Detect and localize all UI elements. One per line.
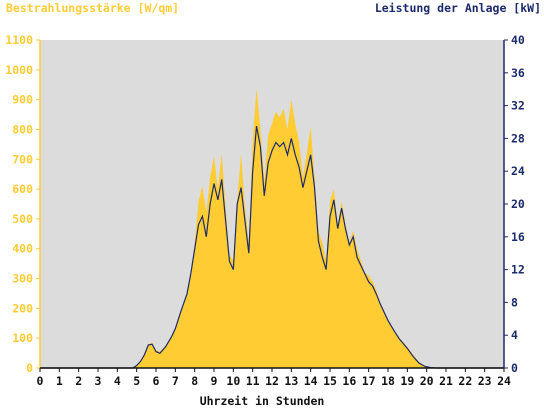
- x-tick-label: 15: [323, 374, 337, 388]
- x-tick-label: 10: [226, 374, 240, 388]
- x-ticks: 0 1 2 3 4 5 6 7 8 9 10 11 12 13 14 15 16 17 18 19 20 21 22 23 24: [37, 368, 511, 388]
- right-tick-label: 12: [511, 263, 525, 277]
- x-tick-label: 21: [439, 374, 453, 388]
- right-tick-label: 36: [511, 66, 525, 80]
- left-tick-label: 800: [12, 122, 33, 136]
- x-tick-label: 4: [114, 374, 121, 388]
- left-tick-label: 600: [12, 182, 33, 196]
- x-tick-label: 6: [153, 374, 160, 388]
- x-tick-label: 11: [246, 374, 260, 388]
- x-tick-label: 12: [265, 374, 279, 388]
- right-axis-title: Leistung der Anlage [kW]: [375, 1, 541, 15]
- irradiance-area-series: [40, 87, 504, 369]
- left-tick-label: 200: [12, 301, 33, 315]
- x-tick-label: 7: [172, 374, 179, 388]
- x-tick-label: 20: [420, 374, 434, 388]
- left-tick-label: 1000: [5, 63, 33, 77]
- left-tick-label: 500: [12, 212, 33, 226]
- left-y-ticks: 0 100 200 300 400 500 600 700 800 900 1000 1100: [5, 33, 40, 375]
- right-tick-label: 32: [511, 99, 525, 113]
- x-tick-label: 22: [458, 374, 472, 388]
- right-tick-label: 8: [511, 295, 518, 309]
- right-y-ticks: 0 4 8 12 16 20 24 28 32 36 40: [504, 33, 525, 375]
- x-tick-label: 23: [478, 374, 492, 388]
- x-tick-label: 0: [37, 374, 44, 388]
- right-tick-label: 24: [511, 164, 525, 178]
- left-tick-label: 300: [12, 272, 33, 286]
- power-line-series: [40, 125, 504, 369]
- x-tick-label: 17: [362, 374, 376, 388]
- x-tick-label: 2: [75, 374, 82, 388]
- left-tick-label: 700: [12, 152, 33, 166]
- x-tick-label: 5: [133, 374, 140, 388]
- x-tick-label: 3: [95, 374, 102, 388]
- x-tick-label: 1: [56, 374, 63, 388]
- right-tick-label: 0: [511, 361, 518, 375]
- right-tick-label: 20: [511, 197, 525, 211]
- x-tick-label: 8: [191, 374, 198, 388]
- right-tick-label: 4: [511, 328, 518, 342]
- x-tick-label: 9: [211, 374, 218, 388]
- right-tick-label: 16: [511, 230, 525, 244]
- x-tick-label: 24: [497, 374, 511, 388]
- x-tick-label: 13: [284, 374, 298, 388]
- left-tick-label: 900: [12, 93, 33, 107]
- left-tick-label: 1100: [5, 33, 33, 47]
- x-tick-label: 16: [342, 374, 356, 388]
- left-axis-title: Bestrahlungsstärke [W/qm]: [6, 1, 179, 15]
- left-tick-label: 400: [12, 242, 33, 256]
- x-axis-title: Uhrzeit in Stunden: [200, 394, 325, 408]
- x-tick-label: 18: [381, 374, 395, 388]
- right-tick-label: 40: [511, 33, 525, 47]
- x-tick-label: 19: [400, 374, 414, 388]
- left-tick-label: 0: [26, 361, 33, 375]
- right-tick-label: 28: [511, 131, 525, 145]
- left-tick-label: 100: [12, 331, 33, 345]
- x-tick-label: 14: [304, 374, 318, 388]
